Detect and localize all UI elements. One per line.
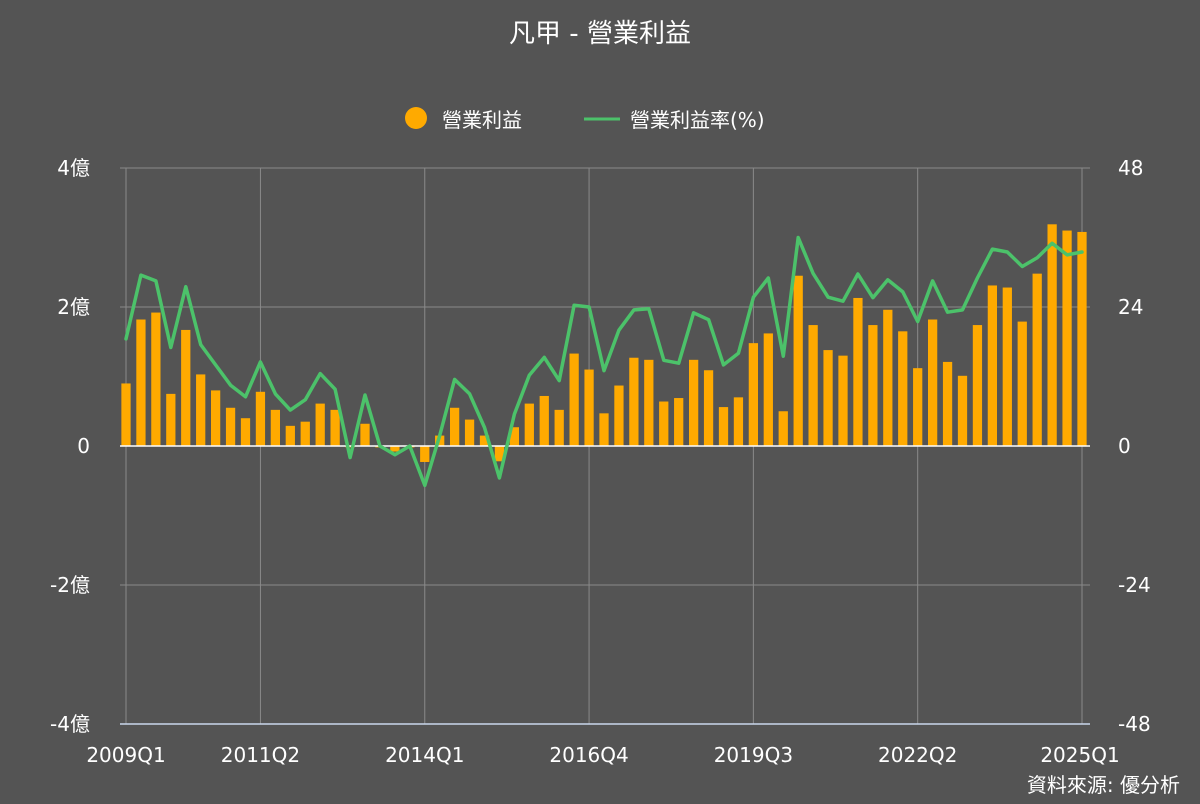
left-tick-label: -4億: [50, 712, 90, 736]
bar-2010Q1: [181, 329, 191, 446]
bar-2018Q2: [674, 398, 684, 446]
left-tick-label: -2億: [50, 573, 90, 597]
right-axis: 48 24 0 -24 -48: [1118, 156, 1151, 736]
x-tick-label: 2014Q1: [385, 743, 464, 767]
right-tick-label: -48: [1118, 712, 1151, 736]
bar-2022Q4: [942, 361, 953, 446]
source-note: 資料來源: 優分析: [1027, 773, 1180, 797]
legend[interactable]: 營業利益 營業利益率(%): [405, 107, 765, 132]
bar-2011Q2: [255, 391, 266, 446]
bar-2013Q1: [360, 423, 370, 446]
bar-2010Q3: [210, 390, 221, 446]
bar-2018Q3: [688, 359, 699, 446]
bar-2024Q2: [1032, 273, 1042, 446]
bar-2022Q3: [927, 319, 938, 446]
x-tick-label: 2016Q4: [549, 743, 628, 767]
bar-2016Q1: [539, 395, 549, 446]
bar-2009Q3: [151, 312, 161, 446]
bar-2011Q1: [240, 418, 251, 446]
x-tick-label: 2025Q1: [1040, 743, 1119, 767]
bar-2015Q1: [479, 435, 490, 446]
bar-2017Q4: [644, 359, 654, 446]
legend-bar-swatch: [405, 107, 427, 129]
bar-2010Q4: [225, 407, 236, 446]
bar-2017Q3: [629, 357, 639, 446]
bar-2018Q1: [659, 401, 669, 446]
bar-2012Q1: [300, 421, 310, 446]
bar-2013Q3: [390, 446, 400, 452]
left-tick-label: 0: [77, 434, 90, 458]
legend-bar-label: 營業利益: [442, 108, 522, 132]
bar-2012Q2: [315, 403, 325, 446]
bar-2015Q4: [524, 403, 534, 446]
bar-2009Q2: [136, 319, 146, 446]
bar-2020Q1: [778, 411, 788, 446]
legend-line-label: 營業利益率(%): [630, 108, 765, 132]
left-axis: 4億 2億 0 -2億 -4億: [50, 156, 90, 736]
bar-2022Q1: [898, 331, 908, 446]
bar-2021Q2: [853, 297, 863, 446]
bar-2014Q3: [449, 407, 460, 446]
bar-2019Q4: [763, 333, 773, 446]
bar-2011Q3: [270, 409, 281, 446]
bar-2019Q2: [733, 397, 744, 446]
bar-2019Q1: [718, 407, 729, 446]
bar-2015Q2: [494, 446, 505, 462]
chart-title: 凡甲 - 營業利益: [509, 19, 691, 49]
bar-2023Q1: [957, 375, 968, 446]
bar-2014Q1: [420, 446, 430, 462]
bar-2017Q1: [599, 413, 609, 446]
bar-2010Q2: [196, 374, 206, 446]
bar-2023Q3: [987, 285, 998, 446]
right-tick-label: 24: [1118, 295, 1143, 319]
bar-2022Q2: [913, 368, 923, 446]
bar-2021Q4: [883, 309, 893, 446]
right-tick-label: 0: [1118, 434, 1131, 458]
bar-series: [121, 224, 1087, 462]
x-tick-label: 2011Q2: [221, 743, 300, 767]
bar-2018Q4: [703, 370, 714, 446]
bar-2025Q1: [1077, 231, 1087, 446]
bar-2011Q4: [285, 425, 295, 446]
bar-2019Q3: [748, 343, 759, 446]
bar-2009Q4: [166, 393, 176, 446]
bar-2024Q3: [1047, 224, 1057, 446]
bar-2016Q2: [554, 409, 564, 446]
left-tick-label: 2億: [57, 295, 90, 319]
bar-2015Q3: [509, 427, 520, 446]
bar-2016Q4: [584, 369, 594, 446]
x-tick-label: 2009Q1: [86, 743, 165, 767]
bar-2020Q2: [793, 275, 803, 446]
bar-2014Q4: [464, 419, 475, 446]
bar-2020Q4: [823, 350, 833, 446]
bar-2024Q1: [1017, 321, 1027, 446]
bar-2023Q2: [972, 325, 983, 446]
bar-2021Q1: [838, 355, 848, 446]
right-tick-label: -24: [1118, 573, 1151, 597]
bar-2020Q3: [808, 325, 818, 446]
x-tick-label: 2022Q2: [878, 743, 957, 767]
left-tick-label: 4億: [57, 156, 90, 180]
bar-2021Q3: [868, 325, 878, 446]
x-axis: 2009Q1 2011Q2 2014Q1 2016Q4 2019Q3 2022Q2 2025…: [86, 743, 1119, 767]
right-tick-label: 48: [1118, 156, 1143, 180]
x-tick-label: 2019Q3: [714, 743, 793, 767]
bar-2024Q4: [1062, 230, 1072, 446]
bar-2012Q3: [330, 409, 340, 446]
bar-2016Q3: [569, 353, 579, 446]
bar-2023Q4: [1002, 287, 1012, 446]
bar-2017Q2: [614, 385, 624, 446]
bar-2009Q1: [121, 383, 131, 446]
margin-rate-line: [124, 235, 1084, 488]
line-series: [124, 235, 1084, 488]
